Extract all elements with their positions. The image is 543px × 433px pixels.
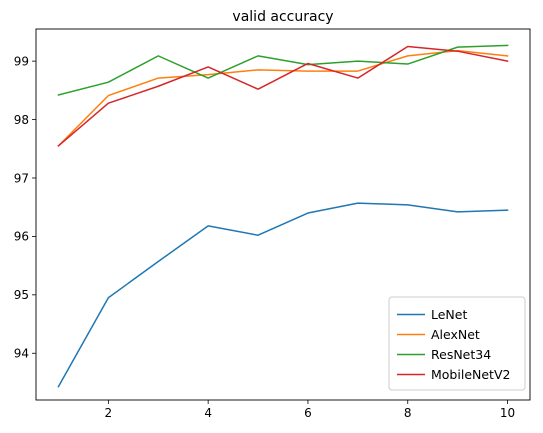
chart-title: valid accuracy [232, 9, 333, 25]
plot-area [57, 44, 509, 388]
y-tick-label: 94 [14, 347, 29, 361]
series-line-mobilenetv2 [57, 45, 509, 147]
y-tick-label: 99 [14, 54, 29, 68]
x-tick-label: 2 [105, 406, 113, 420]
axis-ticks: 2 4 6 8 10 94 95 96 97 98 99 [14, 54, 515, 420]
legend-label-lenet: LeNet [431, 307, 467, 322]
x-tick-label: 6 [304, 406, 312, 420]
legend-label-resnet34: ResNet34 [431, 347, 491, 362]
series-line-alexnet [57, 49, 509, 147]
series-line-lenet [57, 202, 509, 388]
series-line-resnet34 [57, 44, 509, 96]
x-tick-label: 10 [500, 406, 515, 420]
legend: LeNet AlexNet ResNet34 MobileNetV2 [388, 296, 526, 391]
legend-label-alexnet: AlexNet [431, 327, 480, 342]
axes-frame [35, 28, 531, 401]
x-tick-label: 4 [204, 406, 212, 420]
y-tick-label: 97 [14, 171, 29, 185]
x-tick-label: 8 [404, 406, 412, 420]
y-tick-label: 95 [14, 288, 29, 302]
legend-box [388, 296, 526, 391]
y-tick-label: 96 [14, 230, 29, 244]
y-tick-label: 98 [14, 113, 29, 127]
legend-label-mobilenetv2: MobileNetV2 [431, 367, 510, 382]
